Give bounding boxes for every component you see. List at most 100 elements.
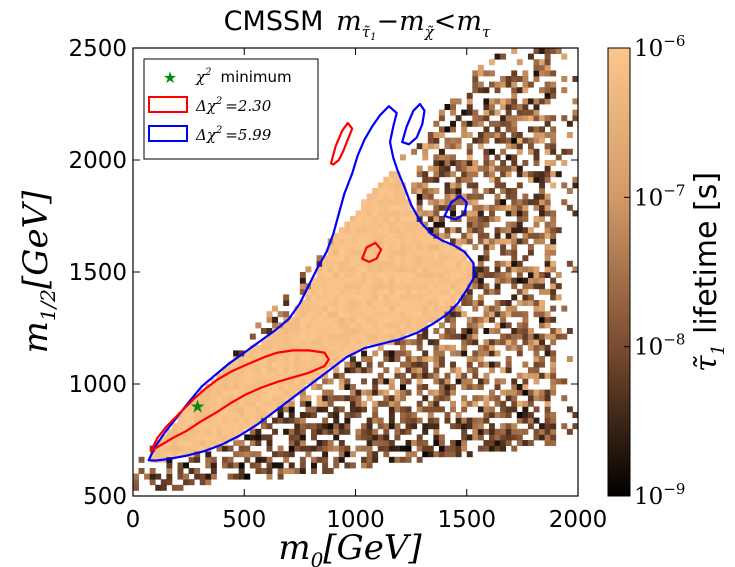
heatmap-cell [550,389,557,396]
heatmap-cell [405,445,412,452]
heatmap-cell [194,423,201,430]
heatmap-cell [305,372,312,379]
heatmap-cell [494,53,501,60]
heatmap-cell [438,300,445,306]
heatmap-cell [516,288,523,295]
heatmap-cell [305,311,312,318]
heatmap-cell [522,283,529,290]
heatmap-cell [344,238,351,245]
heatmap-cell [383,204,390,211]
heatmap-cell [472,434,479,441]
heatmap-cell [349,462,356,469]
heatmap-cell [483,70,490,77]
heatmap-cell [539,171,546,178]
heatmap-cell [177,462,184,469]
heatmap-cell [288,350,295,357]
heatmap-cell [511,76,518,82]
heatmap-cell [344,344,351,351]
heatmap-cell [299,367,306,374]
heatmap-cell [394,176,401,183]
heatmap-cell [183,434,190,441]
heatmap-cell [483,109,490,116]
heatmap-cell [377,182,384,189]
heatmap-cell [299,300,306,306]
heatmap-cell [388,216,395,222]
heatmap-cell [394,260,401,267]
heatmap-cell [444,417,451,424]
heatmap-cell [533,232,540,239]
heatmap-cell [450,316,457,323]
heatmap-cell [450,333,457,340]
heatmap-cell [316,272,323,278]
heatmap-cell [344,417,351,424]
heatmap-cell [277,333,284,340]
x-axis-ticks: 0 500 1000 1500 2000 [126,48,607,533]
heatmap-cell [477,294,484,301]
heatmap-cell [444,316,451,323]
heatmap-cell [500,339,507,346]
heatmap-cell [199,440,206,446]
heatmap-cell [366,232,373,239]
heatmap-cell [311,361,317,368]
heatmap-cell [438,283,445,290]
contour-5.99 [147,105,476,462]
heatmap-cell [494,109,501,116]
heatmap-cell [166,479,173,486]
heatmap-cell [333,244,340,250]
heatmap-cell [366,356,373,362]
heatmap-cell [400,322,406,329]
heatmap-cell [394,456,401,463]
heatmap-cell [511,244,518,250]
heatmap-cell [505,356,512,362]
heatmap-cell [494,227,501,234]
heatmap-cell [427,412,434,418]
heatmap-cell [544,64,551,71]
heatmap-cell [422,260,429,267]
heatmap-cell [283,389,290,396]
heatmap-cell [438,451,445,458]
heatmap-cell [511,137,518,144]
heatmap-cell [394,367,401,374]
heatmap-cell [522,109,529,116]
heatmap-cell [394,210,401,217]
heatmap-cell [461,238,468,245]
heatmap-cell [294,322,301,329]
y-tick-label: 2000 [68,148,127,174]
heatmap-cell [566,132,573,138]
heatmap-cell [366,288,373,295]
heatmap-cell [377,199,384,206]
heatmap-cell [438,311,445,318]
heatmap-cell [233,395,240,402]
heatmap-cell [466,238,473,245]
heatmap-cell [427,143,434,150]
heatmap-cell [361,350,368,357]
heatmap-cell [283,428,290,435]
heatmap-cell [533,395,540,402]
heatmap-cell [288,434,295,441]
heatmap-cell [516,266,523,273]
heatmap-cell [416,266,423,273]
heatmap-cell [494,120,501,127]
heatmap-cell [361,266,368,273]
heatmap-cell [349,389,356,396]
heatmap-cell [366,255,373,262]
heatmap-cell [344,311,351,318]
heatmap-cell [516,322,523,329]
heatmap-cell [561,53,568,60]
heatmap-cell [466,143,473,150]
heatmap-cell [477,266,484,273]
heatmap-cell [238,406,245,413]
heatmap-cell [377,389,384,396]
heatmap-cell [183,473,190,480]
heatmap-cell [377,434,384,441]
heatmap-cell [394,199,401,206]
heatmap-cell [505,221,512,228]
heatmap-cell [544,244,551,250]
heatmap-cell [444,283,451,290]
heatmap-cell [355,400,362,407]
heatmap-cell [199,389,206,396]
heatmap-cell [305,339,312,346]
heatmap-cell [316,372,323,379]
heatmap-cell [344,339,351,346]
heatmap-cell [400,249,406,256]
